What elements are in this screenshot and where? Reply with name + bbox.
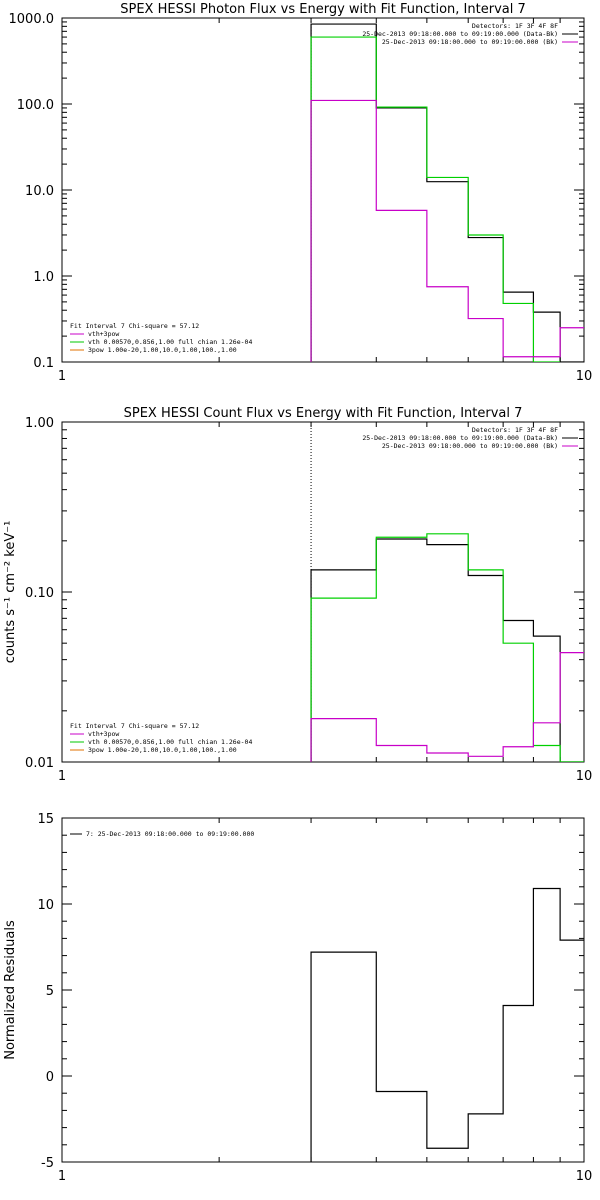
count-y-tick-label: 0.01 — [25, 756, 54, 771]
resid-y-tick-label: 0 — [46, 1070, 54, 1085]
count-legend-left-text: vth+3pow — [88, 730, 119, 738]
photon-x-tick-label: 10 — [576, 369, 593, 384]
photon-legend-left-text: 3pow 1.00e-20,1.00,10.0,1.00,100.,1.00 — [88, 346, 237, 354]
resid-y-axis-label: Normalized Residuals — [3, 920, 18, 1060]
count-series-group — [310, 533, 584, 762]
count-legend-right-text: Detectors: 1F 3F 4F 8F — [472, 426, 558, 434]
count-legend-left-text: Fit Interval 7 Chi-square = 57.12 — [70, 722, 199, 730]
resid-x-tick-label: 10 — [576, 1169, 593, 1184]
count-axes-box — [61, 421, 585, 763]
count-series-0 — [310, 538, 584, 762]
count-y-axis-label: counts s⁻¹ cm⁻² keV⁻¹ — [3, 521, 18, 664]
photon-x-tick-label: 1 — [58, 369, 66, 384]
count-x-tick-label: 1 — [58, 769, 66, 784]
count-series-1 — [310, 533, 584, 762]
count-legend-right-text: 25-Dec-2013 09:18:00.000 to 09:19:00.000… — [362, 434, 558, 442]
photon-legend-right-text: 25-Dec-2013 09:18:00.000 to 09:19:00.000… — [382, 38, 558, 46]
count-series-2 — [310, 652, 584, 762]
count-x-tick-label: 10 — [576, 769, 593, 784]
resid-legend-text: 7: 25-Dec-2013 09:18:00.000 to 09:19:00.… — [86, 830, 254, 838]
photon-y-tick-label: 100.0 — [17, 98, 54, 113]
photon-title: SPEX HESSI Photon Flux vs Energy with Fi… — [120, 2, 526, 17]
photon-series-1 — [310, 36, 561, 362]
resid-axes-box — [61, 817, 585, 1163]
count-legend-left-text: 3pow 1.00e-20,1.00,10.0,1.00,100.,1.00 — [88, 746, 237, 754]
photon-y-tick-label: 1.0 — [33, 270, 54, 285]
count-y-tick-label: 0.10 — [25, 586, 54, 601]
photon-series-0 — [310, 23, 584, 362]
photon-y-tick-label: 1000.0 — [9, 12, 55, 27]
count-legend-left-text: vth 0.00570,0.856,1.00 full chian 1.26e-… — [88, 738, 252, 746]
photon-legend-right-text: Detectors: 1F 3F 4F 8F — [472, 22, 558, 30]
resid-series-0 — [310, 887, 584, 1162]
resid-series-group — [310, 887, 584, 1162]
photon-legend-left-text: vth 0.00570,0.856,1.00 full chian 1.26e-… — [88, 338, 252, 346]
photon-series-group — [310, 23, 584, 362]
count-legend-right-text: 25-Dec-2013 09:18:00.000 to 09:19:00.000… — [382, 442, 558, 450]
photon-y-tick-label: 0.1 — [33, 356, 54, 371]
count-title: SPEX HESSI Count Flux vs Energy with Fit… — [124, 406, 523, 421]
photon-y-tick-label: 10.0 — [25, 184, 54, 199]
photon-legend-right-text: 25-Dec-2013 09:18:00.000 to 09:19:00.000… — [362, 30, 558, 38]
photon-series-2 — [310, 99, 584, 362]
photon-legend-left-text: vth+3pow — [88, 330, 119, 338]
photon-axes-box — [61, 17, 585, 363]
resid-x-tick-label: 1 — [58, 1169, 66, 1184]
resid-y-tick-label: -5 — [41, 1156, 54, 1171]
count-y-tick-label: 1.00 — [25, 416, 54, 431]
resid-y-tick-label: 5 — [46, 984, 54, 999]
resid-y-tick-label: 15 — [37, 812, 54, 827]
photon-legend-left-text: Fit Interval 7 Chi-square = 57.12 — [70, 322, 199, 330]
resid-y-tick-label: 10 — [37, 898, 54, 913]
